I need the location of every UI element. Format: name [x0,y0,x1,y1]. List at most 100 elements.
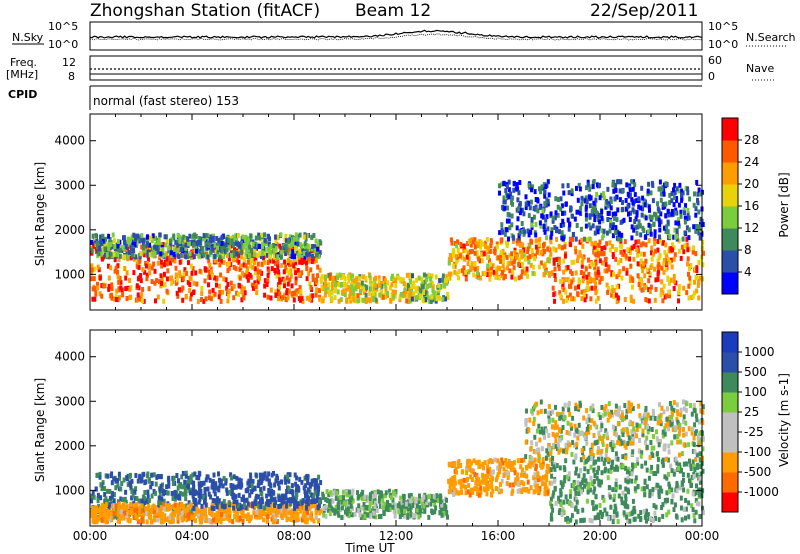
power-echo-cell [665,293,669,299]
power-echo-cell [524,256,527,262]
velocity-echo-cell [297,503,301,509]
power-echo-cell [207,295,211,301]
velocity-echo-cell [159,509,163,515]
power-echo-cell [253,260,256,266]
velocity-echo-cell [218,483,222,489]
power-echo-cell [285,238,288,244]
velocity-echo-cell [240,482,244,488]
velocity-echo-cell [667,509,671,515]
power-echo-cell [510,251,514,257]
power-echo-cell [449,237,453,243]
velocity-echo-cell [407,493,411,499]
power-echo-cell [288,277,292,283]
power-echo-cell [232,249,236,255]
power-echo-cell [328,292,331,298]
velocity-echo-cell [217,471,220,477]
power-echo-cell [605,199,609,205]
power-echo-cell [290,261,294,267]
power-echo-cell [609,223,613,229]
velocity-echo-cell [500,478,504,484]
power-echo-cell [108,237,112,243]
velocity-echo-cell [274,478,278,484]
power-echo-cell [661,298,665,304]
power-echo-cell [116,274,120,280]
power-echo-cell [670,264,674,270]
power-echo-cell [98,248,102,254]
power-echo-cell [621,206,624,212]
velocity-echo-cell [194,501,198,507]
power-echo-cell [641,195,645,201]
power-echo-cell [186,254,190,260]
velocity-echo-cell [168,514,172,520]
power-echo-cell [594,240,598,246]
velocity-echo-cell [470,477,474,482]
velocity-echo-cell [597,478,601,484]
velocity-echo-cell [210,512,214,518]
velocity-echo-cell [116,483,120,489]
velocity-echo-cell [272,470,275,476]
power-echo-cell [495,270,499,276]
power-echo-cell [495,266,499,272]
power-echo-cell [142,252,146,258]
power-echo-cell [472,272,476,278]
velocity-echo-cell [324,497,328,502]
velocity-echo-cell [124,489,128,495]
velocity-echo-cell [459,463,463,468]
power-echo-cell [248,244,251,250]
velocity-echo-cell [246,486,250,492]
power-echo-cell [139,250,143,256]
velocity-echo-cell [417,499,421,505]
velocity-echo-cell [241,504,245,510]
power-echo-cell [648,214,652,220]
power-echo-cell [485,247,489,253]
velocity-echo-cell [453,490,457,496]
power-echo-cell [595,225,599,231]
power-echo-cell [273,260,277,266]
velocity-echo-cell [618,484,622,490]
power-echo-cell [159,259,163,265]
velocity-echo-cell [242,502,246,508]
velocity-echo-cell [244,505,248,511]
power-echo-cell [620,188,624,194]
velocity-echo-cell [690,474,694,480]
power-echo-cell [542,263,546,269]
velocity-echo-cell [297,501,301,507]
power-echo-cell [274,292,278,298]
power-echo-cell [242,244,246,250]
power-echo-cell [226,253,229,259]
power-echo-cell [302,250,306,256]
velocity-echo-cell [511,464,515,470]
velocity-echo-cell [599,509,603,515]
power-echo-cell [245,274,249,280]
velocity-echo-cell [173,502,177,508]
velocity-echo-cell [447,478,451,484]
power-echo-cell [631,186,635,192]
velocity-echo-cell [261,472,265,478]
velocity-echo-cell [365,494,369,500]
velocity-echo-cell [427,514,431,520]
power-echo-cell [170,253,173,258]
velocity-echo-cell [91,505,95,511]
power-echo-cell [701,262,705,268]
power-echo-cell [229,280,233,286]
power-echo-cell [530,187,533,193]
velocity-echo-cell [326,507,330,513]
power-echo-cell [701,239,705,245]
power-echo-cell [272,254,276,260]
velocity-echo-cell [393,502,397,508]
power-echo-cell [627,211,630,217]
power-echo-cell [263,232,267,238]
velocity-echo-cell [444,506,448,512]
velocity-echo-cell [285,500,289,506]
velocity-echo-cell [210,505,214,511]
power-echo-cell [556,204,560,210]
power-echo-cell [512,265,516,271]
power-echo-cell [227,293,231,299]
power-echo-cell [141,287,145,292]
power-echo-cell [240,240,243,246]
power-echo-cell [202,233,206,239]
power-echo-cell [300,246,304,252]
velocity-echo-cell [146,505,150,511]
power-echo-cell [258,269,262,275]
velocity-echo-cell [250,483,254,489]
